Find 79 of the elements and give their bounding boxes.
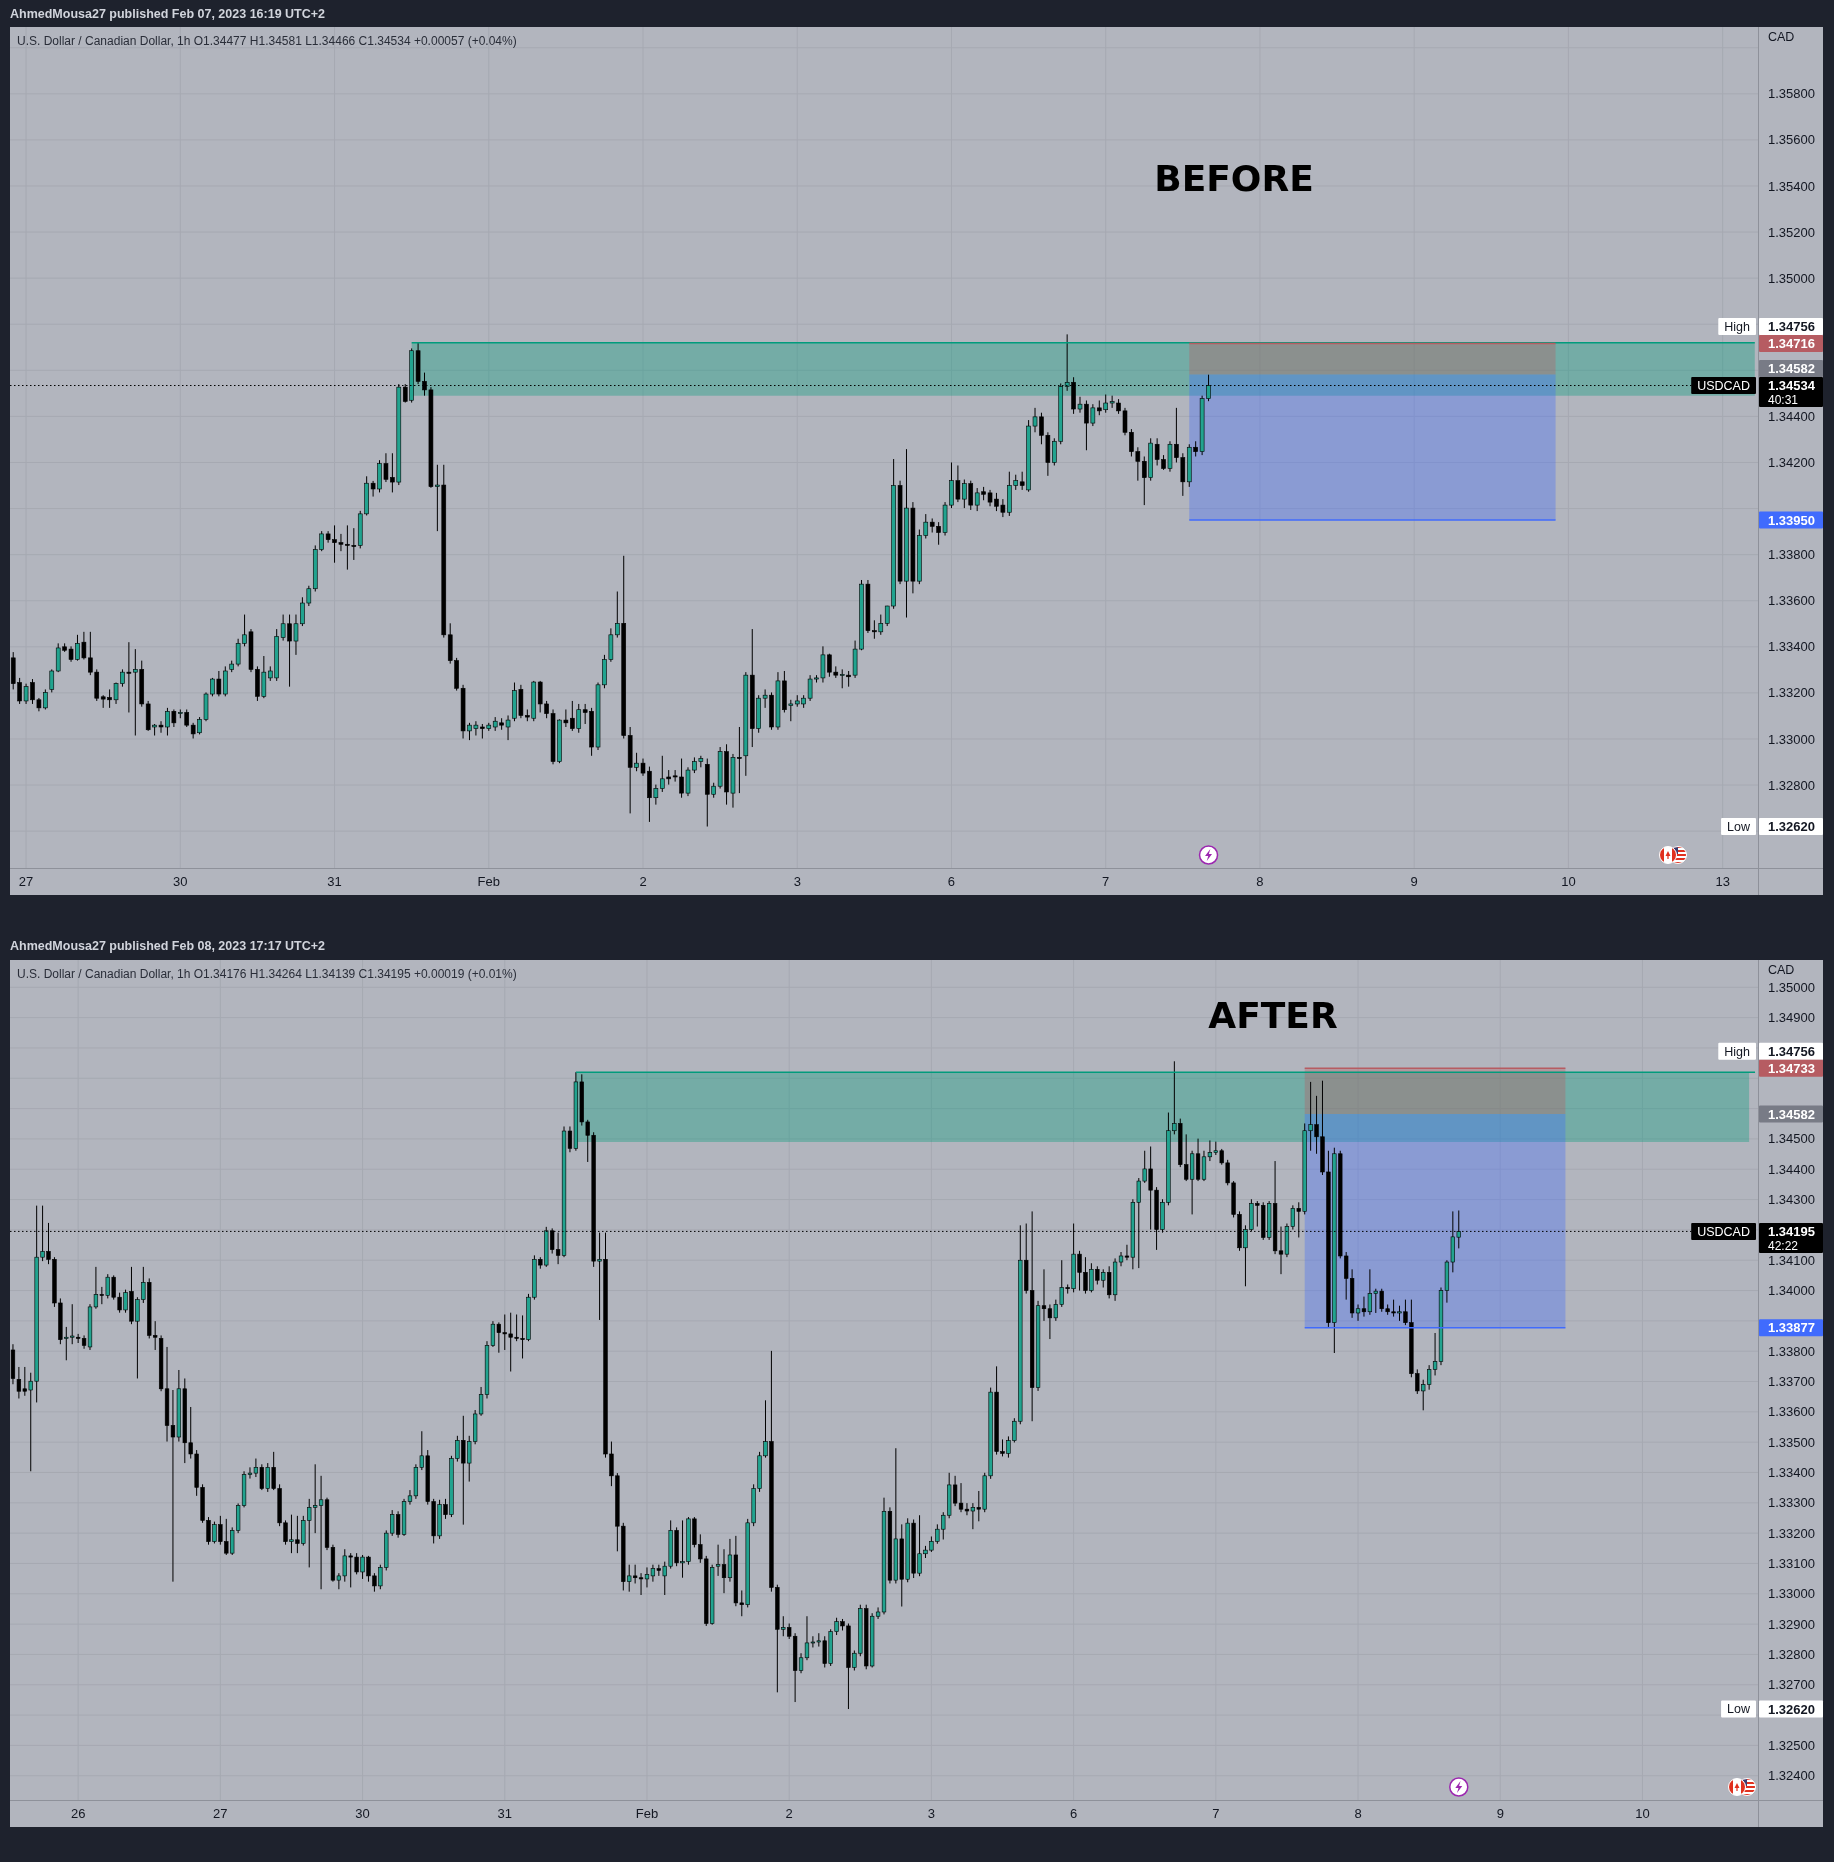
y-tick-label: 1.32800 [1768, 777, 1815, 793]
x-tick-label: 10 [1635, 1806, 1650, 1822]
text: Low 1.32620 [1727, 1701, 1815, 1717]
text: 1.34582 [1768, 361, 1815, 377]
x-tick-label: Feb [477, 874, 500, 890]
text: 1.33877 [1768, 1320, 1815, 1336]
x-tick-label: 13 [1715, 874, 1730, 890]
x-tick-label: 2 [785, 1806, 793, 1822]
y-tick-label: 1.35400 [1768, 178, 1815, 194]
y-tick-label: 1.34100 [1768, 1252, 1815, 1268]
x-tick-label: 6 [1070, 1806, 1078, 1822]
text: USDCAD 1.34534 40:31 [1697, 378, 1815, 407]
y-tick-label: 1.33400 [1768, 1465, 1815, 1481]
y-tick-label: 1.34900 [1768, 1010, 1815, 1026]
x-tick-label: 3 [927, 1806, 936, 1822]
y-tick-label: 1.33200 [1768, 685, 1815, 701]
y-tick-label: 1.32800 [1768, 1646, 1815, 1662]
y-tick-label: 1.32700 [1768, 1677, 1815, 1693]
x-tick-label: 2 [639, 874, 647, 890]
y-axis-title: CAD [1768, 30, 1795, 45]
y-tick-label: 1.32900 [1768, 1616, 1815, 1632]
x-tick-label: 8 [1354, 1806, 1362, 1822]
x-tick-label: 27 [213, 1806, 228, 1822]
x-tick-label: 9 [1410, 874, 1418, 890]
text: 1.34716 [1768, 336, 1815, 352]
y-axis-title: CAD [1768, 963, 1795, 978]
text: High 1.34756 [1724, 1043, 1815, 1059]
y-tick-label: 1.33600 [1768, 1404, 1815, 1420]
x-tick-label: 10 [1561, 874, 1576, 890]
text: AFTER [1208, 994, 1338, 1036]
y-tick-label: 1.32400 [1768, 1768, 1815, 1784]
text: Low 1.32620 [1727, 819, 1815, 835]
x-tick-label: 30 [173, 874, 188, 890]
y-tick-label: 1.33400 [1768, 639, 1815, 655]
y-tick-label: 1.33500 [1768, 1434, 1815, 1450]
text: BEFORE [1154, 157, 1314, 199]
y-tick-label: 1.35600 [1768, 132, 1815, 148]
x-tick-label: 30 [355, 1806, 370, 1822]
y-tick-label: 1.35000 [1768, 270, 1815, 286]
y-tick-label: 1.35000 [1768, 979, 1815, 995]
y-tick-label: 1.33800 [1768, 1343, 1815, 1359]
x-tick-label: 7 [1102, 874, 1110, 890]
y-tick-label: 1.33700 [1768, 1374, 1815, 1390]
text: AhmedMousa27 published Feb 07, 2023 16:19 UTC+2 [10, 7, 326, 22]
x-tick-label: 31 [497, 1806, 513, 1822]
x-tick-label: 26 [70, 1806, 86, 1822]
text: USDCAD 1.34195 42:22 [1697, 1223, 1815, 1253]
x-tick-label: Feb [635, 1806, 659, 1822]
y-tick-label: 1.33300 [1768, 1495, 1815, 1511]
x-tick-label: 31 [327, 874, 342, 890]
text: U.S. Dollar / Canadian Dollar, 1h O1.34477 H1.34581 L1.34466 C1.34534 +0.00057 (+0.04%) [17, 34, 517, 49]
x-tick-label: 8 [1256, 874, 1264, 890]
x-tick-label: 27 [18, 874, 34, 890]
text: U.S. Dollar / Canadian Dollar, 1h O1.34176 H1.34264 L1.34139 C1.34195 +0.00019 (+0.01%) [17, 967, 517, 982]
candlestick [49, 668, 55, 693]
x-tick-label: 6 [947, 874, 956, 890]
x-tick-label: 3 [793, 874, 801, 890]
x-tick-label: 9 [1496, 1806, 1504, 1822]
y-tick-label: 1.33000 [1768, 1586, 1815, 1602]
y-tick-label: 1.33200 [1768, 1525, 1815, 1541]
y-tick-label: 1.34000 [1768, 1283, 1815, 1299]
y-tick-label: 1.33100 [1768, 1556, 1815, 1572]
y-tick-label: 1.33800 [1768, 547, 1815, 563]
y-tick-label: 1.33600 [1768, 593, 1815, 609]
y-tick-label: 1.35200 [1768, 224, 1815, 240]
y-tick-label: 1.34200 [1768, 455, 1815, 471]
y-tick-label: 1.32500 [1768, 1737, 1815, 1753]
text: AhmedMousa27 published Feb 08, 2023 17:17 UTC+2 [10, 939, 326, 954]
y-tick-label: 1.34400 [1768, 408, 1815, 424]
text: 1.33950 [1768, 512, 1815, 528]
x-tick-label: 7 [1212, 1806, 1220, 1822]
text: 1.34582 [1768, 1106, 1815, 1122]
y-tick-label: 1.34500 [1768, 1131, 1815, 1147]
y-tick-label: 1.33000 [1768, 731, 1815, 747]
y-tick-label: 1.34300 [1768, 1192, 1815, 1208]
text: High 1.34756 [1724, 319, 1815, 335]
y-tick-label: 1.34400 [1768, 1161, 1815, 1177]
y-tick-label: 1.35800 [1768, 86, 1815, 102]
text: 1.34733 [1768, 1060, 1815, 1076]
